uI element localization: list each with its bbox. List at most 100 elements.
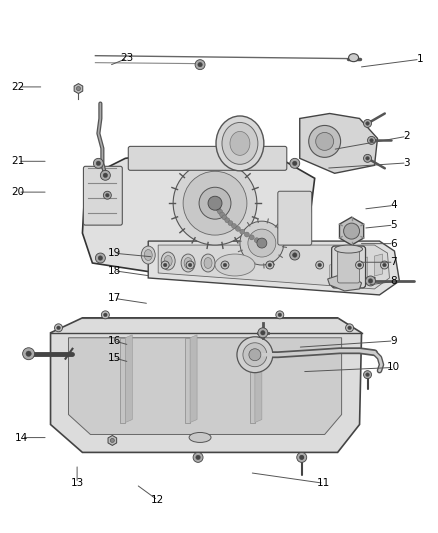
FancyBboxPatch shape (128, 147, 287, 171)
Polygon shape (250, 338, 255, 423)
Circle shape (214, 204, 219, 208)
Circle shape (383, 263, 386, 267)
Circle shape (110, 439, 114, 442)
FancyBboxPatch shape (83, 166, 122, 225)
Circle shape (276, 311, 284, 319)
Polygon shape (50, 318, 361, 453)
Text: 14: 14 (15, 433, 28, 442)
Circle shape (298, 454, 306, 462)
Circle shape (23, 348, 35, 360)
Circle shape (370, 139, 373, 142)
Text: 3: 3 (403, 158, 410, 168)
FancyBboxPatch shape (278, 191, 312, 245)
Ellipse shape (189, 432, 211, 442)
Circle shape (228, 221, 233, 225)
Text: 8: 8 (390, 277, 397, 286)
Ellipse shape (141, 246, 155, 264)
Circle shape (366, 276, 375, 286)
Circle shape (93, 158, 103, 168)
Circle shape (356, 261, 364, 269)
Text: 7: 7 (390, 257, 397, 267)
Ellipse shape (181, 254, 195, 272)
Ellipse shape (216, 116, 264, 171)
Polygon shape (82, 148, 314, 278)
Text: 18: 18 (108, 266, 121, 276)
Circle shape (223, 263, 227, 267)
Polygon shape (68, 338, 342, 434)
Circle shape (240, 229, 245, 234)
Ellipse shape (161, 252, 175, 270)
Text: 10: 10 (387, 362, 400, 373)
FancyBboxPatch shape (338, 251, 360, 283)
Ellipse shape (144, 249, 152, 261)
Circle shape (221, 261, 229, 269)
Ellipse shape (230, 132, 250, 155)
Circle shape (222, 215, 227, 220)
Text: 4: 4 (390, 200, 397, 211)
Text: 23: 23 (121, 53, 134, 63)
Circle shape (261, 330, 265, 335)
Polygon shape (345, 260, 353, 282)
Circle shape (95, 253, 106, 263)
Circle shape (254, 238, 259, 243)
Circle shape (101, 311, 110, 319)
Circle shape (249, 349, 261, 361)
Circle shape (161, 261, 169, 269)
Circle shape (237, 337, 273, 373)
Circle shape (300, 456, 304, 459)
Circle shape (258, 328, 268, 338)
Circle shape (293, 161, 297, 166)
Circle shape (195, 60, 205, 70)
Polygon shape (360, 257, 367, 279)
Polygon shape (300, 114, 378, 173)
Polygon shape (330, 263, 338, 285)
Polygon shape (158, 245, 389, 289)
Circle shape (100, 171, 110, 180)
Circle shape (290, 158, 300, 168)
Circle shape (259, 240, 265, 246)
Polygon shape (185, 338, 190, 423)
Circle shape (367, 136, 375, 144)
Text: 16: 16 (108, 336, 121, 346)
Polygon shape (374, 254, 382, 276)
Ellipse shape (201, 254, 215, 272)
Text: 20: 20 (11, 187, 25, 197)
Circle shape (381, 261, 389, 269)
Text: 9: 9 (390, 336, 397, 346)
Text: 5: 5 (390, 220, 397, 230)
Circle shape (257, 238, 267, 248)
Circle shape (366, 122, 369, 125)
Text: 22: 22 (11, 82, 25, 92)
Ellipse shape (164, 255, 172, 266)
Circle shape (106, 193, 109, 197)
Circle shape (212, 201, 218, 206)
Circle shape (318, 263, 321, 267)
Circle shape (366, 157, 369, 160)
Circle shape (173, 161, 257, 245)
Polygon shape (74, 84, 83, 94)
Ellipse shape (204, 257, 212, 269)
Circle shape (232, 223, 237, 229)
Circle shape (96, 161, 101, 166)
Circle shape (216, 206, 221, 212)
Polygon shape (255, 335, 262, 423)
Circle shape (358, 263, 361, 267)
Text: 15: 15 (108, 353, 121, 363)
Text: 11: 11 (317, 478, 330, 488)
Circle shape (300, 455, 304, 459)
Circle shape (220, 212, 225, 217)
Circle shape (199, 187, 231, 219)
Circle shape (236, 227, 240, 231)
Circle shape (364, 155, 371, 163)
Circle shape (186, 261, 194, 269)
Circle shape (54, 324, 63, 332)
Circle shape (343, 223, 360, 239)
FancyBboxPatch shape (332, 246, 366, 288)
Circle shape (77, 86, 81, 91)
Circle shape (183, 171, 247, 235)
Circle shape (297, 453, 307, 462)
Ellipse shape (184, 257, 192, 269)
Ellipse shape (222, 123, 258, 164)
Circle shape (98, 256, 102, 260)
Circle shape (163, 263, 167, 267)
